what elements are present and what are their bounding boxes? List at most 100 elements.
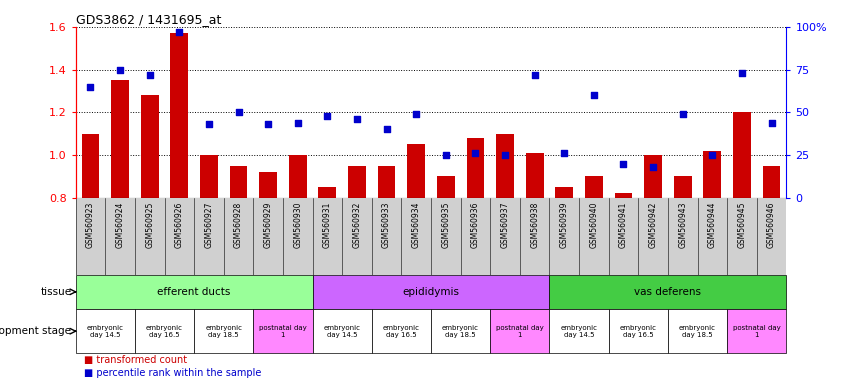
Text: GSM560942: GSM560942 [648, 202, 658, 248]
Text: GSM560935: GSM560935 [442, 202, 450, 248]
Text: embryonic
day 16.5: embryonic day 16.5 [383, 325, 420, 338]
Point [350, 116, 363, 122]
Text: GSM560924: GSM560924 [115, 202, 124, 248]
Bar [194, 309, 253, 353]
Point [676, 111, 690, 117]
Bar [171, 33, 188, 369]
Text: embryonic
day 14.5: embryonic day 14.5 [561, 325, 598, 338]
Text: GSM560929: GSM560929 [264, 202, 272, 248]
Bar [549, 309, 609, 353]
Point [262, 121, 275, 127]
Point [320, 113, 334, 119]
Text: GSM560937: GSM560937 [500, 202, 510, 248]
Text: embryonic
day 16.5: embryonic day 16.5 [620, 325, 657, 338]
Text: GSM560928: GSM560928 [234, 202, 243, 248]
Text: efferent ducts: efferent ducts [157, 287, 230, 297]
Bar [727, 309, 786, 353]
Bar [288, 155, 307, 369]
Bar [313, 275, 549, 309]
Text: vas deferens: vas deferens [634, 287, 701, 297]
Text: GSM560925: GSM560925 [145, 202, 154, 248]
Text: development stage: development stage [0, 326, 71, 336]
Text: embryonic
day 14.5: embryonic day 14.5 [324, 325, 361, 338]
Bar [615, 194, 632, 369]
Bar [111, 80, 129, 369]
Bar [674, 176, 691, 369]
Point [232, 109, 246, 115]
Text: epididymis: epididymis [403, 287, 459, 297]
Text: GSM560931: GSM560931 [323, 202, 332, 248]
Point [587, 92, 600, 98]
Text: postnatal day
1: postnatal day 1 [259, 325, 307, 338]
Text: GSM560941: GSM560941 [619, 202, 628, 248]
Bar [135, 309, 194, 353]
Point [558, 150, 571, 156]
Text: postnatal day
1: postnatal day 1 [496, 325, 544, 338]
Bar [644, 155, 662, 369]
Text: ■ transformed count: ■ transformed count [84, 355, 188, 365]
Bar [431, 309, 490, 353]
Bar [703, 151, 722, 369]
Bar [585, 176, 603, 369]
Text: embryonic
day 16.5: embryonic day 16.5 [146, 325, 183, 338]
Text: GSM560938: GSM560938 [530, 202, 539, 248]
Bar [668, 309, 727, 353]
Bar [319, 187, 336, 369]
Text: GSM560930: GSM560930 [294, 202, 302, 248]
Point [291, 119, 304, 126]
Bar [549, 275, 786, 309]
Bar [230, 166, 247, 369]
Text: embryonic
day 18.5: embryonic day 18.5 [442, 325, 479, 338]
Bar [253, 309, 313, 353]
Point [410, 111, 423, 117]
Text: GSM560926: GSM560926 [175, 202, 184, 248]
Bar [200, 155, 218, 369]
Text: GSM560927: GSM560927 [204, 202, 214, 248]
Point [114, 66, 127, 73]
Bar [140, 95, 159, 369]
Text: embryonic
day 14.5: embryonic day 14.5 [87, 325, 124, 338]
Bar [76, 275, 313, 309]
Bar [313, 309, 372, 353]
Bar [76, 309, 135, 353]
Point [380, 126, 394, 132]
Point [528, 72, 542, 78]
Bar [372, 309, 431, 353]
Text: GSM560932: GSM560932 [352, 202, 362, 248]
Bar [407, 144, 425, 369]
Text: embryonic
day 18.5: embryonic day 18.5 [205, 325, 242, 338]
Point [616, 161, 630, 167]
Point [172, 29, 186, 35]
Point [499, 152, 512, 158]
Text: postnatal day
1: postnatal day 1 [733, 325, 780, 338]
Point [706, 152, 719, 158]
Text: tissue: tissue [40, 287, 71, 297]
Text: GSM560940: GSM560940 [590, 202, 598, 248]
Bar [496, 134, 514, 369]
Text: GSM560944: GSM560944 [708, 202, 717, 248]
Text: GSM560946: GSM560946 [767, 202, 776, 248]
Bar [259, 172, 277, 369]
Text: GSM560939: GSM560939 [560, 202, 569, 248]
Text: GSM560933: GSM560933 [382, 202, 391, 248]
Text: embryonic
day 18.5: embryonic day 18.5 [679, 325, 716, 338]
Text: GSM560945: GSM560945 [738, 202, 747, 248]
Bar [490, 309, 549, 353]
Text: GSM560943: GSM560943 [678, 202, 687, 248]
Point [647, 164, 660, 170]
Bar [609, 309, 668, 353]
Bar [555, 187, 573, 369]
Text: GDS3862 / 1431695_at: GDS3862 / 1431695_at [76, 13, 221, 26]
Text: GSM560934: GSM560934 [412, 202, 420, 248]
Point [84, 84, 98, 90]
Bar [378, 166, 395, 369]
Bar [348, 166, 366, 369]
Point [764, 119, 778, 126]
Point [143, 72, 156, 78]
Bar [437, 176, 455, 369]
Point [439, 152, 452, 158]
Bar [526, 153, 543, 369]
Bar [733, 112, 751, 369]
Text: GSM560923: GSM560923 [86, 202, 95, 248]
Text: ■ percentile rank within the sample: ■ percentile rank within the sample [84, 368, 262, 379]
